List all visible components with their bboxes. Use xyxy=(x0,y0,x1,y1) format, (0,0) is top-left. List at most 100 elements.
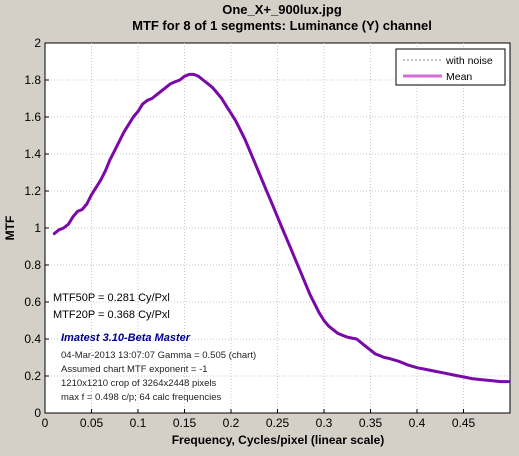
data-point xyxy=(62,226,65,230)
data-point xyxy=(136,110,140,113)
data-point xyxy=(141,102,144,106)
data-point xyxy=(183,75,186,78)
x-tick-label: 0.35 xyxy=(359,416,383,430)
data-point xyxy=(369,348,372,352)
data-point xyxy=(146,99,149,102)
y-tick-label: 1.2 xyxy=(24,184,41,198)
data-point xyxy=(383,356,386,359)
y-tick-label: 0.2 xyxy=(24,369,41,383)
data-point xyxy=(187,73,191,76)
x-tick-label: 0.1 xyxy=(130,416,147,430)
data-point xyxy=(434,370,437,373)
data-point xyxy=(53,232,56,235)
data-point xyxy=(99,178,103,182)
axis-ticks: 0 0.05 0.1 0.15 0.2 0.25 0.3 0.35 0.4 0.45 0 0.2 0.4… xyxy=(24,36,475,430)
data-point xyxy=(285,237,289,241)
data-point xyxy=(345,335,349,339)
data-point xyxy=(462,375,465,379)
data-point xyxy=(304,282,307,285)
x-tick-label: 0.05 xyxy=(80,416,104,430)
data-point xyxy=(506,380,510,383)
data-point xyxy=(155,93,158,97)
data-point xyxy=(173,80,177,84)
data-point xyxy=(220,97,223,100)
data-point xyxy=(290,248,293,252)
data-point xyxy=(336,332,340,335)
y-tick-label: 0.8 xyxy=(24,258,41,272)
data-point xyxy=(355,337,358,341)
data-point xyxy=(229,112,233,115)
data-point xyxy=(364,345,368,348)
software-label: Imatest 3.10-Beta Master xyxy=(61,332,191,344)
data-point xyxy=(308,293,312,296)
chart-title-line-1: One_X+_900lux.jpg xyxy=(222,2,342,17)
data-point xyxy=(471,377,475,381)
data-point xyxy=(80,208,84,211)
data-point xyxy=(359,341,363,345)
data-point xyxy=(318,311,321,315)
data-point xyxy=(211,86,214,89)
data-point xyxy=(262,182,265,185)
data-point xyxy=(94,186,98,189)
data-point xyxy=(341,334,344,337)
data-point xyxy=(443,371,447,375)
data-point xyxy=(276,215,279,219)
data-point xyxy=(252,160,256,163)
data-point xyxy=(350,336,354,340)
y-tick-label: 0 xyxy=(34,406,41,420)
info-line-3: 1210x1210 crop of 3264x2448 pixels xyxy=(61,378,217,389)
data-point xyxy=(332,328,335,332)
data-point xyxy=(197,75,200,78)
data-point xyxy=(159,89,163,93)
data-point xyxy=(234,119,237,122)
x-tick-label: 0.25 xyxy=(266,416,290,430)
data-point xyxy=(294,260,298,263)
data-point xyxy=(322,319,326,322)
data-point xyxy=(113,149,117,152)
data-point xyxy=(108,158,112,161)
data-point xyxy=(118,139,121,143)
data-point xyxy=(127,123,130,126)
data-point xyxy=(104,169,107,172)
data-point xyxy=(480,378,484,382)
data-point xyxy=(248,149,251,152)
y-axis-label: MTF xyxy=(3,216,17,241)
y-tick-label: 1.6 xyxy=(24,110,41,124)
info-line-4: max f = 0.498 c/p; 64 calc frequencies xyxy=(61,392,222,403)
data-point xyxy=(452,373,456,377)
data-point xyxy=(132,115,135,119)
y-tick-label: 0.4 xyxy=(24,332,41,346)
data-point xyxy=(90,193,93,196)
info-line-2: Assumed chart MTF exponent = -1 xyxy=(61,364,208,375)
y-tick-label: 1.8 xyxy=(24,73,41,87)
data-point xyxy=(397,359,400,363)
series-layer xyxy=(52,72,510,384)
data-point xyxy=(215,91,219,95)
data-point xyxy=(415,366,419,369)
data-point xyxy=(66,223,70,226)
data-point xyxy=(243,137,247,141)
y-tick-label: 1.4 xyxy=(24,147,41,161)
x-tick-label: 0.15 xyxy=(173,416,197,430)
data-point xyxy=(499,380,503,383)
data-point xyxy=(201,78,205,82)
x-tick-label: 0.2 xyxy=(223,416,240,430)
mtf20p-annotation: MTF20P = 0.368 Cy/Pxl xyxy=(53,309,170,321)
y-tick-label: 0.6 xyxy=(24,295,41,309)
x-tick-label: 0.45 xyxy=(452,416,476,430)
x-tick-label: 0.3 xyxy=(316,416,333,430)
x-axis-label: Frequency, Cycles/pixel (linear scale) xyxy=(172,433,385,447)
data-point xyxy=(387,357,391,360)
data-point xyxy=(150,97,154,100)
data-point xyxy=(490,379,493,382)
x-tick-label: 0.4 xyxy=(409,416,426,430)
legend-noise-label: with noise xyxy=(445,55,493,67)
legend-mean-label: Mean xyxy=(446,71,472,83)
y-tick-label: 2 xyxy=(34,36,41,50)
data-point xyxy=(192,73,196,76)
data-point xyxy=(425,368,428,371)
data-point xyxy=(206,82,210,85)
data-point xyxy=(327,324,330,328)
